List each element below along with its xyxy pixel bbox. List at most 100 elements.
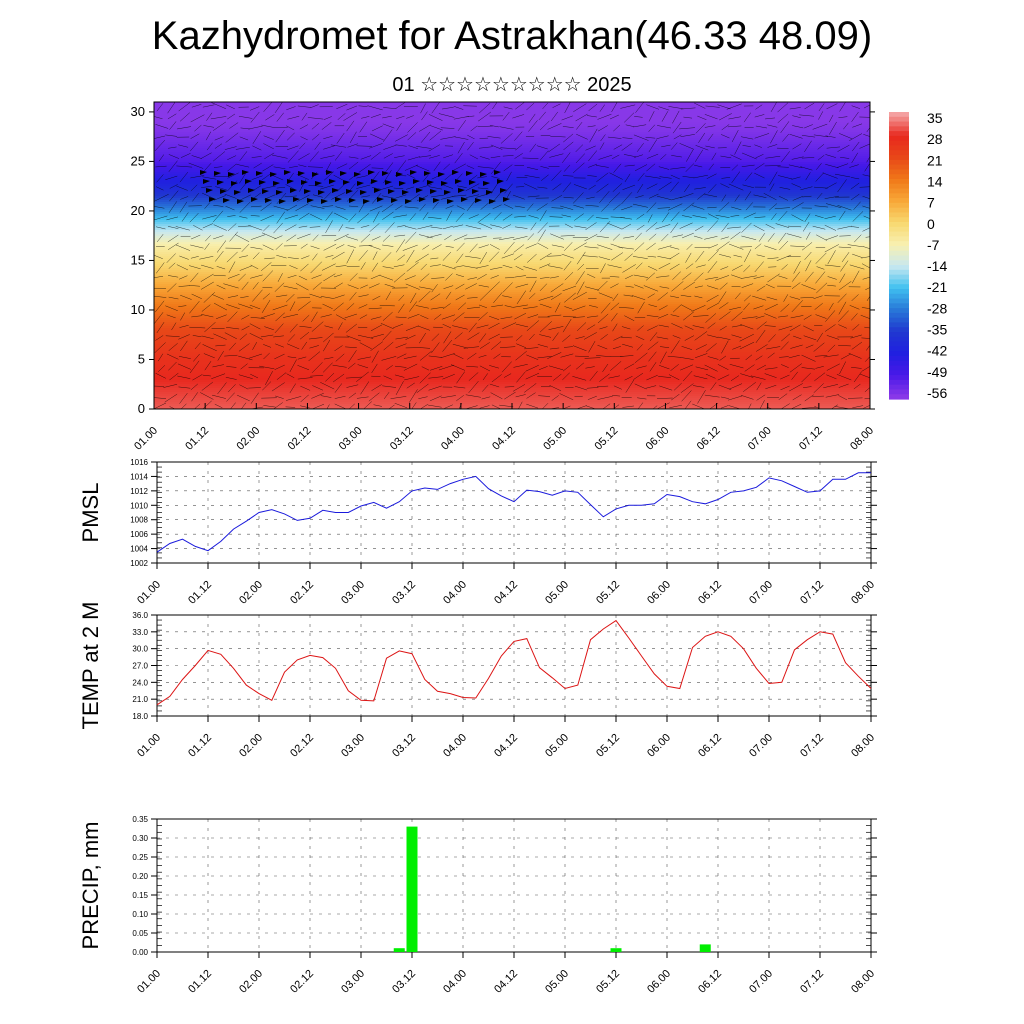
wind-vector <box>227 273 240 279</box>
wind-vector <box>307 117 324 120</box>
wind-vector <box>478 244 489 249</box>
wind-vector <box>823 354 839 358</box>
wind-vector <box>812 225 826 230</box>
wind-vector <box>801 284 816 291</box>
x-tick-label: 02.12 <box>288 968 316 996</box>
wind-vector <box>829 121 837 135</box>
wind-vector <box>262 244 274 251</box>
wind-vector <box>325 211 333 221</box>
wind-vector <box>576 133 588 140</box>
wind-vector <box>802 195 812 198</box>
heat-band <box>154 124 870 127</box>
wind-vector <box>622 405 634 408</box>
wind-vector <box>273 402 283 409</box>
jet-arrow <box>290 188 297 193</box>
jet-arrow <box>433 198 440 203</box>
wind-vector <box>467 306 481 309</box>
wind-vector <box>635 102 645 113</box>
jet-arrow <box>497 179 504 184</box>
wind-vector <box>539 303 552 309</box>
wind-vector <box>778 325 793 331</box>
heat-band <box>154 152 870 155</box>
wind-vector <box>697 390 706 404</box>
wind-vector <box>441 184 454 189</box>
wind-vector <box>368 245 381 250</box>
wind-vector <box>301 341 308 350</box>
wind-vector <box>489 383 500 388</box>
wind-vector <box>573 242 587 251</box>
heat-band <box>154 376 870 379</box>
wind-vector <box>610 361 622 371</box>
wind-vector <box>636 224 645 231</box>
wind-vector <box>645 385 657 389</box>
wind-vector <box>179 324 189 328</box>
wind-vector <box>547 352 562 359</box>
jet-arrow <box>298 171 305 176</box>
wind-vector <box>416 383 429 394</box>
wind-vector <box>816 266 825 270</box>
wind-vector <box>465 394 481 398</box>
wind-vector <box>576 281 585 295</box>
wind-vector <box>465 255 481 259</box>
wind-vector <box>157 353 164 362</box>
y-tick-label: 0.30 <box>132 834 148 843</box>
wind-vector <box>167 242 179 250</box>
x-tick-label: 03.12 <box>390 732 418 760</box>
wind-vector <box>681 346 693 350</box>
wind-vector <box>792 125 804 129</box>
heat-band <box>154 266 870 269</box>
wind-vector <box>823 384 839 389</box>
wind-vector <box>275 312 285 322</box>
colorbar-cell <box>889 375 909 381</box>
wind-vector <box>862 174 870 177</box>
wind-vector <box>572 291 587 300</box>
x-tick-label: 02.12 <box>288 579 316 607</box>
wind-vector <box>655 224 671 230</box>
wind-vector <box>755 315 765 319</box>
wind-vector <box>789 107 801 110</box>
wind-vector <box>671 155 682 158</box>
wind-vector <box>707 220 719 232</box>
y-tick-label: 0.25 <box>132 853 148 862</box>
jet-arrow <box>304 189 311 194</box>
wind-vector <box>800 186 813 191</box>
wind-vector <box>488 322 500 330</box>
wind-vector <box>348 161 359 170</box>
wind-vector <box>841 252 850 263</box>
wind-vector <box>778 210 788 221</box>
wind-vector <box>818 103 825 112</box>
wind-vector <box>827 344 836 353</box>
wind-vector <box>523 306 538 310</box>
wind-vector <box>396 353 407 359</box>
wind-vector <box>753 224 765 232</box>
wind-vector <box>479 290 491 301</box>
jet-arrow <box>228 172 235 177</box>
heat-band <box>154 248 870 251</box>
wind-vector <box>202 215 217 220</box>
wind-vector <box>298 301 311 311</box>
wind-vector <box>466 194 480 198</box>
wind-vector <box>607 264 622 269</box>
heat-band <box>154 126 870 129</box>
heat-band <box>154 230 870 233</box>
wind-vector <box>599 373 610 382</box>
wind-vector <box>776 254 792 261</box>
wind-vector <box>679 143 695 150</box>
wind-vector <box>227 223 237 232</box>
wind-vector <box>714 275 730 281</box>
wind-vector <box>803 335 817 341</box>
precip-bar <box>699 944 711 952</box>
wind-vector <box>658 106 670 111</box>
wind-vector <box>513 364 528 368</box>
wind-vector <box>167 102 176 114</box>
wind-vector <box>385 291 392 301</box>
wind-vector <box>619 355 634 357</box>
wind-vector <box>815 366 824 369</box>
wind-vector <box>786 233 802 238</box>
wind-vector <box>805 172 811 181</box>
wind-vector <box>779 187 791 190</box>
wind-vector <box>513 236 528 240</box>
wind-vector <box>200 152 212 159</box>
wind-vector <box>420 315 429 319</box>
